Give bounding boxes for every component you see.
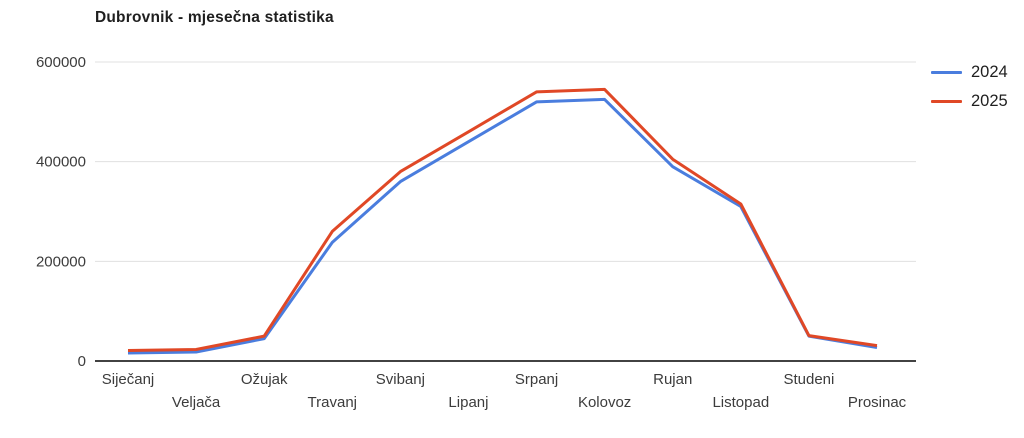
x-axis-month-label: Veljača	[172, 394, 221, 411]
x-axis-month-label: Svibanj	[376, 371, 425, 388]
x-axis-month-label: Kolovoz	[578, 394, 631, 411]
chart-title: Dubrovnik - mjesečna statistika	[95, 9, 334, 26]
y-axis-tick-label: 600000	[36, 54, 86, 71]
x-axis-month-label: Rujan	[653, 371, 692, 388]
legend-line-swatch-2024	[931, 70, 962, 74]
legend-label-2024: 2024	[971, 62, 1008, 81]
y-axis-tick-label: 200000	[36, 253, 86, 270]
legend-line-swatch-2025	[931, 99, 962, 103]
x-axis-month-label: Siječanj	[102, 371, 155, 388]
series-line-2024	[127, 97, 878, 355]
x-axis-month-label: Studeni	[783, 371, 834, 388]
legend-label-2025: 2025	[971, 91, 1008, 110]
x-axis-month-label: Srpanj	[515, 371, 558, 388]
x-axis-month-label: Lipanj	[448, 394, 488, 411]
x-axis-month-label: Travanj	[308, 394, 357, 411]
x-axis-month-label: Ožujak	[241, 371, 288, 388]
y-axis-tick-label: 0	[78, 353, 86, 370]
y-axis-tick-label: 400000	[36, 154, 86, 171]
legend-item-2024: 2024	[931, 63, 1008, 81]
chart-legend: 2024 2025	[931, 63, 1008, 110]
x-axis-month-label: Prosinac	[848, 394, 907, 411]
x-axis-month-label: Listopad	[712, 394, 769, 411]
legend-item-2025: 2025	[931, 92, 1008, 110]
series-line-2025	[127, 87, 878, 352]
